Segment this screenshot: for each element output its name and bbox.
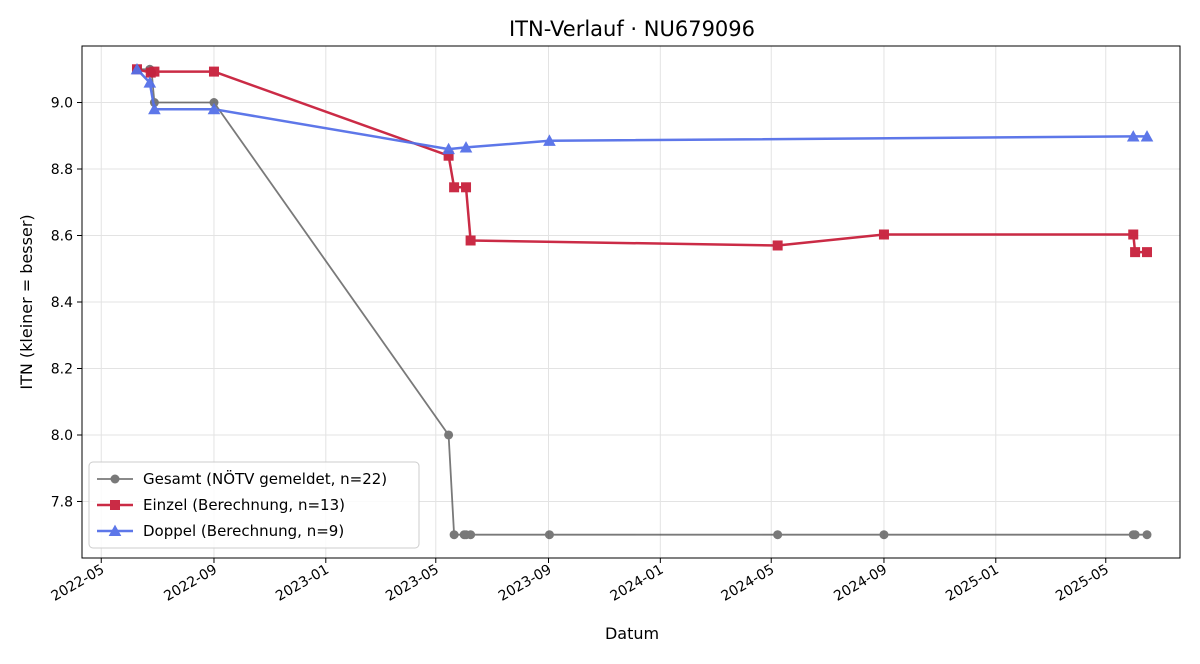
data-point bbox=[459, 141, 473, 153]
data-point bbox=[209, 98, 219, 108]
chart-title: ITN-Verlauf · NU679096 bbox=[509, 17, 755, 41]
y-tick-label: 8.4 bbox=[51, 295, 73, 311]
data-point bbox=[1140, 130, 1154, 142]
legend-marker bbox=[110, 474, 120, 484]
y-axis-title: ITN (kleiner = besser) bbox=[17, 214, 36, 389]
data-point bbox=[148, 102, 161, 115]
x-tick-label: 2022-09 bbox=[161, 562, 220, 605]
y-tick-label: 8.8 bbox=[51, 162, 73, 178]
data-point bbox=[466, 530, 476, 540]
x-tick-label: 2023-09 bbox=[496, 562, 555, 605]
x-tick-label: 2024-01 bbox=[608, 562, 667, 605]
data-point bbox=[444, 430, 454, 440]
legend-entry bbox=[97, 500, 133, 510]
y-tick-label: 9.0 bbox=[51, 96, 73, 112]
y-tick-label: 7.8 bbox=[51, 494, 73, 510]
data-point bbox=[1126, 130, 1140, 142]
data-point bbox=[442, 142, 455, 155]
y-tick-label: 8.6 bbox=[51, 229, 73, 245]
data-point bbox=[1130, 530, 1140, 540]
data-point bbox=[878, 229, 889, 240]
x-axis-title: Datum bbox=[605, 624, 659, 643]
data-point bbox=[208, 66, 219, 77]
plot-series bbox=[130, 62, 1154, 540]
data-point bbox=[1128, 229, 1139, 240]
data-point bbox=[1130, 247, 1141, 258]
data-point bbox=[1142, 247, 1153, 258]
data-point bbox=[207, 102, 221, 115]
legend-marker bbox=[108, 524, 122, 537]
data-point bbox=[544, 530, 554, 540]
data-point bbox=[143, 76, 157, 88]
data-point bbox=[772, 240, 783, 251]
x-tick-label: 2024-05 bbox=[719, 562, 778, 605]
x-tick-label: 2025-05 bbox=[1053, 562, 1112, 605]
legend-entry bbox=[97, 474, 133, 484]
legend: Gesamt (NÖTV gemeldet, n=22) Einzel (Bere… bbox=[88, 461, 420, 549]
data-point bbox=[543, 134, 556, 146]
legend-entry bbox=[97, 524, 133, 537]
series-triangle bbox=[130, 62, 1154, 155]
data-point bbox=[879, 530, 889, 540]
data-point bbox=[130, 62, 144, 75]
data-point bbox=[149, 66, 160, 77]
legend-label: Einzel (Berechnung, n=13) bbox=[143, 496, 345, 514]
data-point bbox=[1142, 530, 1152, 540]
legend-box bbox=[88, 461, 420, 549]
x-tick-label: 2025-01 bbox=[943, 562, 1002, 605]
legend-marker bbox=[110, 500, 120, 510]
x-tick-label: 2024-09 bbox=[831, 562, 890, 605]
data-point bbox=[449, 530, 459, 540]
x-tick-label: 2022-05 bbox=[49, 562, 108, 605]
y-tick-label: 8.0 bbox=[51, 428, 73, 444]
legend-label: Doppel (Berechnung, n=9) bbox=[143, 522, 344, 540]
data-point bbox=[465, 235, 476, 246]
data-point bbox=[461, 182, 472, 193]
y-tick-label: 8.2 bbox=[51, 361, 73, 377]
data-point bbox=[443, 150, 454, 161]
series-square bbox=[131, 64, 1153, 258]
x-tick-label: 2023-01 bbox=[273, 562, 332, 605]
data-point bbox=[773, 530, 783, 540]
data-point bbox=[449, 182, 460, 193]
legend-label: Gesamt (NÖTV gemeldet, n=22) bbox=[143, 469, 387, 488]
x-tick-label: 2023-05 bbox=[383, 562, 442, 605]
